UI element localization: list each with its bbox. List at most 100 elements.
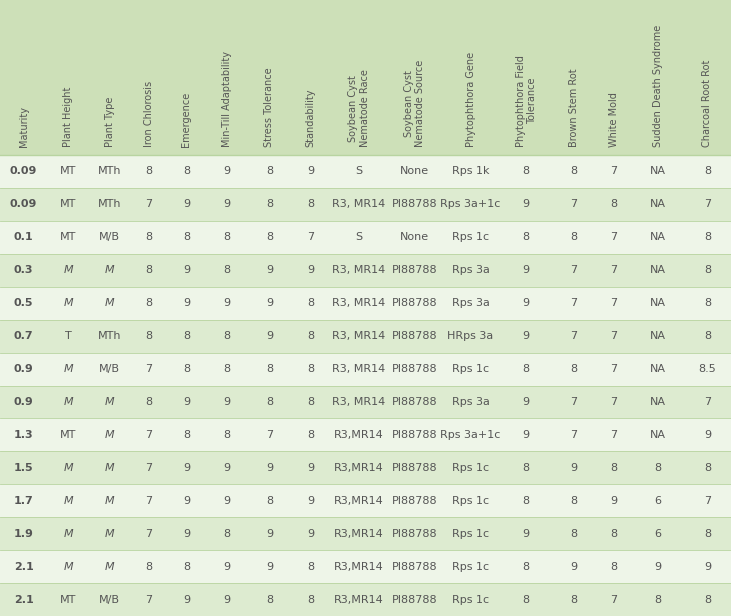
Text: M: M <box>64 364 73 374</box>
Text: 9: 9 <box>266 331 273 341</box>
Text: 8: 8 <box>145 562 153 572</box>
Text: NA: NA <box>650 364 666 374</box>
Text: MTh: MTh <box>98 200 121 209</box>
Text: PI88788: PI88788 <box>392 265 437 275</box>
Text: 7: 7 <box>145 200 153 209</box>
Text: 0.9: 0.9 <box>14 397 34 407</box>
Bar <box>0 452 731 484</box>
Text: 8: 8 <box>571 594 577 604</box>
Text: 8: 8 <box>704 463 711 473</box>
Text: Soybean Cyst
Nematode Race: Soybean Cyst Nematode Race <box>348 69 370 147</box>
Text: 8: 8 <box>145 298 153 308</box>
Text: 0.5: 0.5 <box>14 298 34 308</box>
Bar <box>0 221 731 254</box>
Text: MT: MT <box>60 232 76 242</box>
Text: 7: 7 <box>571 200 577 209</box>
Text: 2.1: 2.1 <box>14 562 34 572</box>
Text: PI88788: PI88788 <box>392 364 437 374</box>
Bar <box>0 0 731 155</box>
Text: MT: MT <box>60 166 76 176</box>
Text: 2.1: 2.1 <box>14 594 34 604</box>
Text: 8: 8 <box>266 232 273 242</box>
Text: 8: 8 <box>571 529 577 538</box>
Text: 8: 8 <box>145 397 153 407</box>
Text: Rps 1c: Rps 1c <box>452 496 489 506</box>
Text: 7: 7 <box>704 200 711 209</box>
Text: PI88788: PI88788 <box>392 529 437 538</box>
Text: 7: 7 <box>610 397 617 407</box>
Text: 7: 7 <box>610 232 617 242</box>
Text: M/B: M/B <box>99 232 120 242</box>
Text: M: M <box>105 430 114 440</box>
Text: 9: 9 <box>224 200 230 209</box>
Bar <box>0 188 731 221</box>
Text: 8: 8 <box>307 430 314 440</box>
Text: 9: 9 <box>266 298 273 308</box>
Text: 8: 8 <box>610 562 617 572</box>
Text: 8: 8 <box>523 496 530 506</box>
Text: NA: NA <box>650 166 666 176</box>
Text: Emergence: Emergence <box>181 92 192 147</box>
Text: 7: 7 <box>610 430 617 440</box>
Text: 8: 8 <box>704 331 711 341</box>
Text: 8: 8 <box>523 364 530 374</box>
Text: PI88788: PI88788 <box>392 331 437 341</box>
Text: M: M <box>64 496 73 506</box>
Text: 9: 9 <box>704 562 711 572</box>
Text: M: M <box>105 298 114 308</box>
Bar <box>0 386 731 418</box>
Text: 9: 9 <box>307 529 314 538</box>
Text: None: None <box>400 166 429 176</box>
Text: 9: 9 <box>183 594 190 604</box>
Text: Min-Till Adaptability: Min-Till Adaptability <box>222 51 232 147</box>
Text: 8: 8 <box>523 463 530 473</box>
Text: 8: 8 <box>704 166 711 176</box>
Bar <box>0 583 731 616</box>
Text: Rps 3a: Rps 3a <box>452 397 490 407</box>
Text: 8: 8 <box>307 364 314 374</box>
Text: 8: 8 <box>307 594 314 604</box>
Text: 8: 8 <box>307 200 314 209</box>
Text: 9: 9 <box>571 463 577 473</box>
Text: 9: 9 <box>523 298 530 308</box>
Text: R3,MR14: R3,MR14 <box>334 430 384 440</box>
Text: 7: 7 <box>571 265 577 275</box>
Text: 8: 8 <box>224 529 230 538</box>
Text: M: M <box>105 397 114 407</box>
Text: 9: 9 <box>266 562 273 572</box>
Text: R3,MR14: R3,MR14 <box>334 529 384 538</box>
Text: M: M <box>105 463 114 473</box>
Text: M/B: M/B <box>99 594 120 604</box>
Text: 8: 8 <box>145 232 153 242</box>
Bar <box>0 418 731 452</box>
Text: MTh: MTh <box>98 331 121 341</box>
Text: 7: 7 <box>266 430 273 440</box>
Text: 8: 8 <box>183 232 190 242</box>
Text: HRps 3a: HRps 3a <box>447 331 493 341</box>
Text: 9: 9 <box>183 496 190 506</box>
Text: 8: 8 <box>307 331 314 341</box>
Text: M: M <box>105 529 114 538</box>
Text: 8: 8 <box>523 166 530 176</box>
Text: 1.7: 1.7 <box>14 496 34 506</box>
Text: 7: 7 <box>610 166 617 176</box>
Text: R3, MR14: R3, MR14 <box>333 298 386 308</box>
Bar <box>0 352 731 386</box>
Text: R3,MR14: R3,MR14 <box>334 562 384 572</box>
Text: 9: 9 <box>224 496 230 506</box>
Text: 9: 9 <box>183 397 190 407</box>
Text: 8: 8 <box>266 496 273 506</box>
Text: MT: MT <box>60 200 76 209</box>
Text: 1.3: 1.3 <box>14 430 34 440</box>
Text: 8: 8 <box>523 562 530 572</box>
Text: 9: 9 <box>266 265 273 275</box>
Text: 9: 9 <box>523 430 530 440</box>
Text: 9: 9 <box>183 265 190 275</box>
Text: 8: 8 <box>704 232 711 242</box>
Text: 0.7: 0.7 <box>14 331 34 341</box>
Text: NA: NA <box>650 298 666 308</box>
Bar <box>0 155 731 188</box>
Text: R3,MR14: R3,MR14 <box>334 463 384 473</box>
Text: 8: 8 <box>307 562 314 572</box>
Text: 8: 8 <box>266 364 273 374</box>
